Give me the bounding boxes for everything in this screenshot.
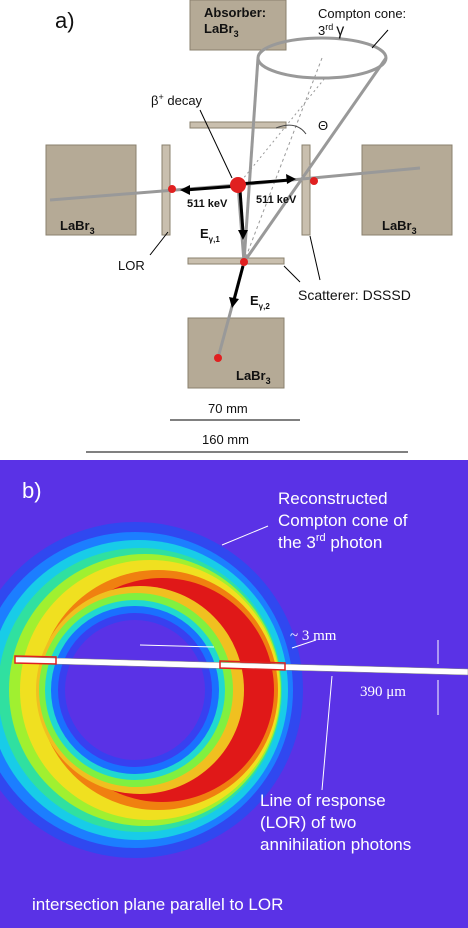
dimension-label: 160 mm	[202, 432, 249, 447]
text-part: LaBr	[204, 21, 234, 36]
text-part: Absorber:	[204, 5, 266, 20]
page: a) Absorber:LaBr3 Compton cone:3rdγ Θ β+…	[0, 0, 468, 928]
text-part: 3	[318, 23, 325, 38]
text-part: the 3	[278, 533, 316, 552]
text-part: β	[151, 93, 158, 108]
ring-hole	[65, 620, 205, 760]
text-part: LaBr	[60, 218, 90, 233]
text-part: rd	[325, 22, 333, 32]
text-part: Compton cone:	[318, 6, 406, 21]
panel-label: a)	[55, 8, 75, 33]
scatterer-label: Scatterer: DSSSD	[298, 287, 411, 303]
text-part: γ,2	[259, 302, 271, 311]
plane-note: intersection plane parallel to LOR	[32, 895, 283, 914]
dimension-label: 70 mm	[208, 401, 248, 416]
text-part: (LOR) of two	[260, 813, 356, 832]
text-part: E	[200, 226, 209, 241]
text-part: LaBr	[236, 368, 266, 383]
text-part: Reconstructed	[278, 489, 388, 508]
theta: Θ	[318, 118, 328, 133]
hit	[168, 185, 176, 193]
text-part: 3	[412, 226, 417, 236]
panel-b: b) Reconstructed Compton cone of the 3rd p…	[0, 460, 468, 928]
scatterer-bottom	[188, 258, 284, 264]
hit	[310, 177, 318, 185]
text-part: Line of response	[260, 791, 386, 810]
text-part: rd	[316, 532, 326, 544]
text-part: 3	[234, 29, 239, 39]
energy-label: 511 keV	[187, 198, 228, 210]
hit	[214, 354, 222, 362]
energy-label: 511 keV	[256, 194, 297, 206]
text-part: E	[250, 293, 259, 308]
thickness-note: 390 μm	[360, 684, 406, 700]
text-part: 3	[266, 376, 271, 386]
text-part: 3	[90, 226, 95, 236]
decay-star	[230, 177, 246, 193]
text-part: LaBr	[382, 218, 412, 233]
text-part: annihilation photons	[260, 835, 411, 854]
text-part: decay	[164, 93, 203, 108]
text-part: photon	[326, 533, 383, 552]
text-part: γ,1	[209, 235, 221, 244]
width-note: ~ 3 mm	[290, 628, 337, 644]
figure: a) Absorber:LaBr3 Compton cone:3rdγ Θ β+…	[0, 0, 468, 928]
hit	[240, 258, 248, 266]
scatterer-top	[190, 122, 286, 128]
scatterer-right	[302, 145, 310, 235]
lor-label: LOR	[118, 258, 145, 273]
panel-label: b)	[22, 478, 42, 503]
text-part: γ	[336, 22, 344, 39]
text-part: Compton cone of	[278, 511, 408, 530]
